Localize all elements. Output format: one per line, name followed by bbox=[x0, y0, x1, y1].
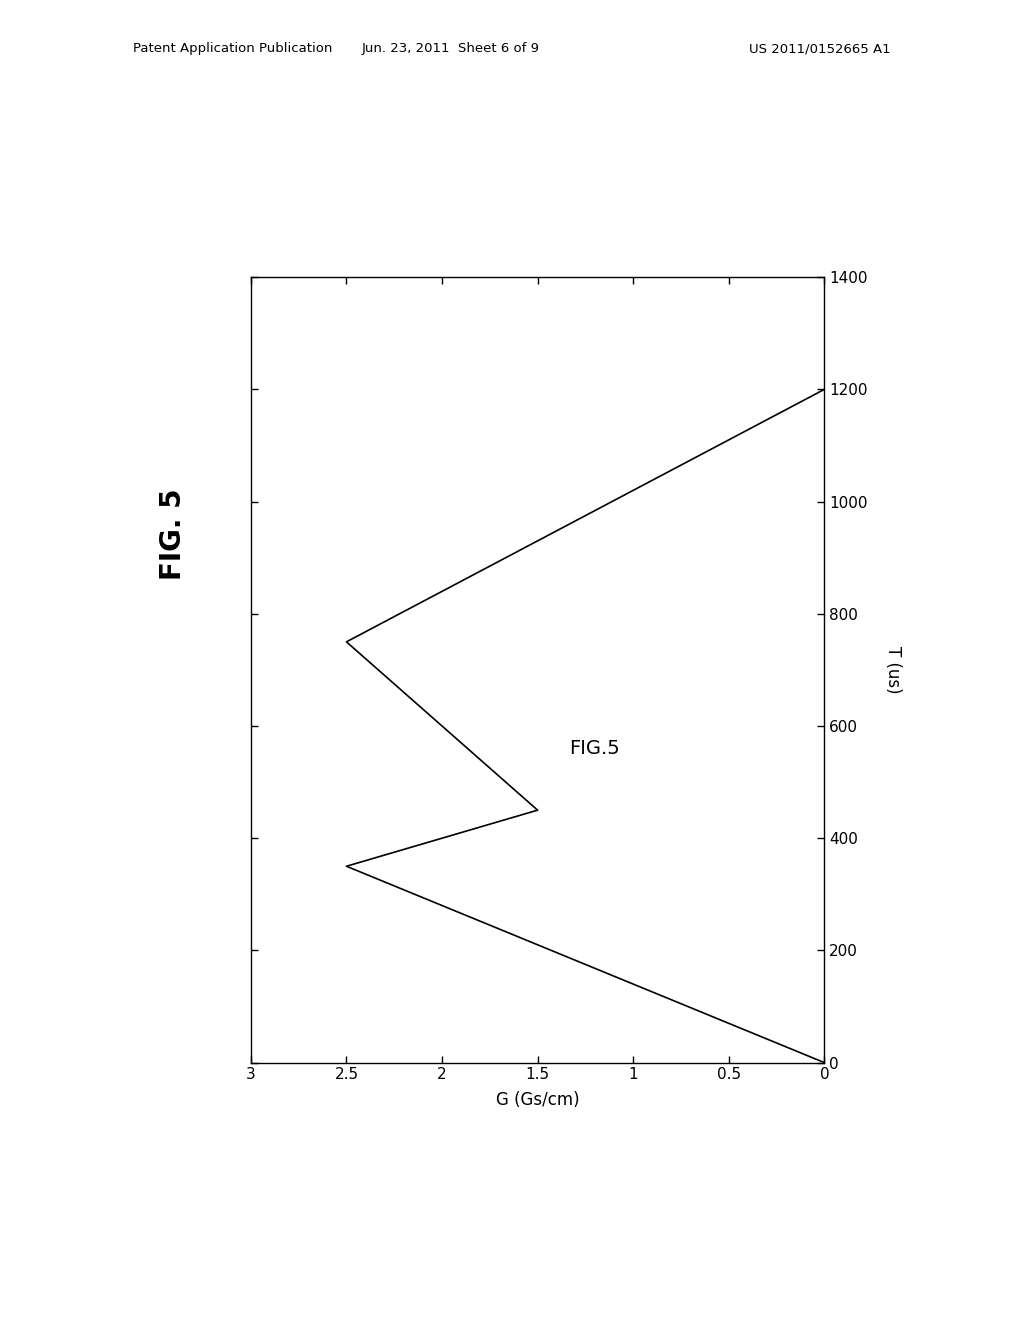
Text: Patent Application Publication: Patent Application Publication bbox=[133, 42, 333, 55]
Text: US 2011/0152665 A1: US 2011/0152665 A1 bbox=[750, 42, 891, 55]
Y-axis label: T (us): T (us) bbox=[885, 645, 902, 694]
Text: Jun. 23, 2011  Sheet 6 of 9: Jun. 23, 2011 Sheet 6 of 9 bbox=[361, 42, 540, 55]
X-axis label: G (Gs/cm): G (Gs/cm) bbox=[496, 1090, 580, 1109]
Text: FIG. 5: FIG. 5 bbox=[159, 488, 186, 581]
Text: FIG.5: FIG.5 bbox=[569, 739, 621, 758]
